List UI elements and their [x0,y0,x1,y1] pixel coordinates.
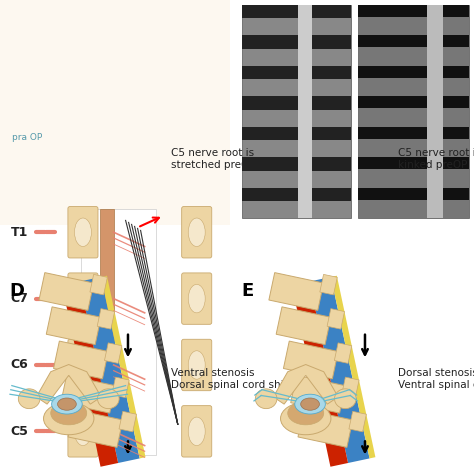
Bar [81,209,156,455]
Bar [242,35,351,49]
Bar [242,127,351,140]
Polygon shape [327,309,345,329]
FancyBboxPatch shape [182,273,212,324]
Ellipse shape [255,389,277,409]
Bar [299,5,311,218]
Polygon shape [62,282,118,467]
Ellipse shape [57,398,76,410]
Polygon shape [331,276,375,458]
Ellipse shape [281,402,331,435]
Polygon shape [61,375,116,413]
Polygon shape [119,411,137,432]
Bar [100,209,114,455]
Polygon shape [349,411,366,432]
Text: C5 nerve root is
kinked preOP: C5 nerve root is kinked preOP [398,148,474,170]
Polygon shape [273,365,338,404]
Polygon shape [112,377,129,398]
FancyBboxPatch shape [68,273,98,324]
Text: C7: C7 [10,292,28,305]
Ellipse shape [51,401,87,425]
Bar [358,5,469,17]
Ellipse shape [98,389,119,409]
Bar [358,127,469,139]
Bar [242,188,351,201]
FancyBboxPatch shape [68,207,98,258]
FancyBboxPatch shape [182,207,212,258]
Polygon shape [269,273,324,310]
Ellipse shape [18,389,40,409]
Text: Ventral stenosis
Dorsal spinal cord shift: Ventral stenosis Dorsal spinal cord shif… [171,368,291,390]
Bar [358,66,469,78]
Polygon shape [97,309,115,329]
Polygon shape [291,375,346,413]
Polygon shape [310,277,370,463]
Bar [242,5,351,18]
Ellipse shape [52,394,82,414]
Bar [358,5,469,218]
Text: pra OP: pra OP [12,133,42,142]
Ellipse shape [188,417,205,446]
Ellipse shape [74,218,91,246]
Polygon shape [80,277,140,463]
Ellipse shape [288,401,324,425]
Polygon shape [334,343,352,364]
Ellipse shape [295,394,325,414]
Ellipse shape [74,351,91,379]
Text: C5: C5 [10,425,28,438]
Bar [427,5,443,218]
Ellipse shape [301,398,319,410]
FancyBboxPatch shape [182,339,212,391]
Polygon shape [292,282,348,467]
Ellipse shape [44,402,94,435]
FancyBboxPatch shape [68,339,98,391]
Text: T1: T1 [10,226,28,239]
Polygon shape [39,273,94,310]
FancyBboxPatch shape [68,406,98,457]
Bar [242,157,351,171]
Polygon shape [90,274,107,295]
Ellipse shape [188,284,205,313]
Bar [242,96,351,110]
Polygon shape [342,377,359,398]
Bar [0,0,230,225]
Text: E: E [242,282,254,300]
Text: Dorsal stenosis
Ventral spinal cord shift: Dorsal stenosis Ventral spinal cord shif… [398,368,474,390]
Polygon shape [298,410,353,447]
Polygon shape [54,341,108,379]
Ellipse shape [74,417,91,446]
Bar [242,66,351,80]
Polygon shape [320,274,337,295]
Polygon shape [283,341,338,379]
Polygon shape [104,343,122,364]
Text: D: D [9,282,25,300]
Bar [358,96,469,109]
FancyBboxPatch shape [182,406,212,457]
Polygon shape [68,410,123,447]
Ellipse shape [188,218,205,246]
Polygon shape [36,365,101,404]
Ellipse shape [74,284,91,313]
Ellipse shape [188,351,205,379]
Polygon shape [46,307,101,345]
Ellipse shape [335,389,356,409]
Text: C6: C6 [10,358,28,372]
Polygon shape [101,276,146,458]
Bar [358,35,469,47]
Text: C5 nerve root is
stretched preOP: C5 nerve root is stretched preOP [171,148,255,170]
Polygon shape [276,307,331,345]
Bar [358,157,469,169]
Bar [242,5,351,218]
Bar [358,188,469,200]
